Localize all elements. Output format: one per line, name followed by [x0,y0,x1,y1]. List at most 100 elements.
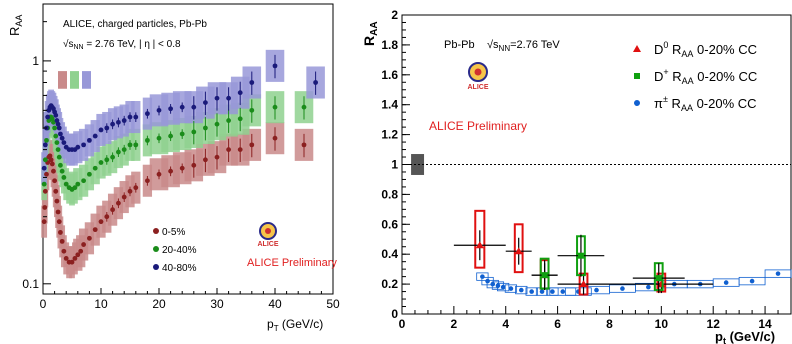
left-point-3 [145,111,150,117]
left-point-1 [237,147,243,153]
left-xlabel-sub: T [274,324,279,333]
left-point-2 [127,142,133,148]
right-sys-box-d0 [474,209,486,269]
right-legend: D0 RAA 0-20% CC D+ RAA 0-20% CC π± RAA 0-2… [633,40,757,113]
left-xtick-label: 40 [268,297,282,311]
left-point-2 [168,133,174,139]
right-ytick-label: 0.4 [381,247,398,261]
right-pion-sys-box [515,285,528,295]
left-point-1 [49,161,55,167]
left-point-1 [156,171,162,177]
right-xtick-label: 12 [707,317,721,331]
left-point-2 [272,104,278,110]
left-axes: 0 10 20 30 40 50 0.1 1 [22,21,340,311]
left-point-1 [179,165,185,171]
right-alice-logo: ALICE [468,62,489,91]
left-point-2 [63,181,69,187]
left-point-1 [81,242,86,247]
left-logo-text: ALICE [258,241,279,248]
right-pion-point [500,284,506,290]
left-point-2 [110,154,115,160]
left-point-3 [75,144,81,150]
left-point-2 [237,116,243,122]
right-pion-point [594,287,599,293]
right-point-d0 [475,241,484,249]
left-point-2 [75,181,81,187]
left-subtitle: √sNN = 2.76 TeV, | η | < 0.8 [63,38,181,51]
left-point-1 [78,248,84,254]
left-point-1 [133,185,139,191]
right-pion-point [646,284,651,290]
right-legend-marker-d0 [633,45,641,52]
right-xlabel-suffix: (GeV/c) [726,329,775,344]
right-pion-point [508,286,514,291]
left-point-3 [116,119,121,125]
left-point-1 [69,259,75,265]
left-xtick-label: 30 [210,297,224,311]
left-point-1 [52,178,57,184]
left-legend-label-2: 20-40% [162,245,197,256]
left-point-3 [214,95,220,101]
left-point-2 [249,107,255,113]
left-legend-label-3: 40-80% [162,263,197,274]
left-point-1 [104,214,110,220]
left-point-2 [121,147,127,153]
left-point-1 [121,194,127,200]
left-point-2 [56,154,62,160]
right-point-d0 [579,280,588,288]
right-legend-label-2: D+ RAA 0-20% CC [654,67,757,86]
right-ytick-label: 0 [391,307,398,321]
left-point-2 [61,175,67,180]
left-point-1 [51,168,56,174]
left-point-3 [313,80,318,85]
right-subtitle-suffix: =2.76 TeV [510,39,560,51]
right-point-dplus [541,272,548,279]
left-point-2 [53,133,59,139]
left-point-1 [203,157,208,163]
right-pion-sys-box [476,272,489,281]
left-point-1 [41,219,47,225]
left-ylabel-main: R [7,27,22,36]
left-point-3 [133,114,139,120]
right-xtick-label: 2 [451,317,458,331]
left-point-2 [52,125,57,131]
right-pion-point [560,289,566,294]
right-pion-point [539,289,545,294]
right-pion-sys-box [564,287,592,296]
left-point-3 [237,90,243,96]
left-point-3 [42,142,48,148]
left-point-1 [56,219,62,225]
left-point-1 [98,219,104,225]
left-ylabel: RAA [7,15,24,36]
right-pion-point [529,289,534,294]
right-pion-point [749,278,755,284]
right-pion-point [620,286,625,291]
left-point-1 [55,209,61,215]
left-point-1 [226,147,232,153]
right-pion-sys-box [481,276,494,286]
left-point-3 [156,107,162,113]
left-legend-label-1: 0-5% [162,227,185,238]
right-pion-point [518,287,524,293]
left-norm-box [82,71,91,89]
right-pion-point [723,280,729,285]
left-point-1 [301,142,307,148]
left-point-2 [203,125,208,131]
left-point-2 [98,160,104,165]
left-subtitle-suffix: = 2.76 TeV, | η | < 0.8 [84,39,181,50]
right-norm-box [411,154,425,175]
left-point-1 [110,207,115,213]
left-point-1 [249,142,255,148]
right-legend-label-3: π± RAA 0-20% CC [654,94,757,113]
left-point-1 [168,168,174,174]
right-legend-label-1: D0 RAA 0-20% CC [654,40,757,59]
left-point-2 [179,131,185,137]
right-pion-point [480,274,485,279]
left-point-2 [191,129,197,135]
left-title: ALICE, charged particles, Pb-Pb [63,19,207,30]
left-norm-box [58,71,67,89]
left-point-1 [116,200,121,206]
right-pion-sys-box [738,276,766,286]
left-xtick-label: 20 [152,297,166,311]
